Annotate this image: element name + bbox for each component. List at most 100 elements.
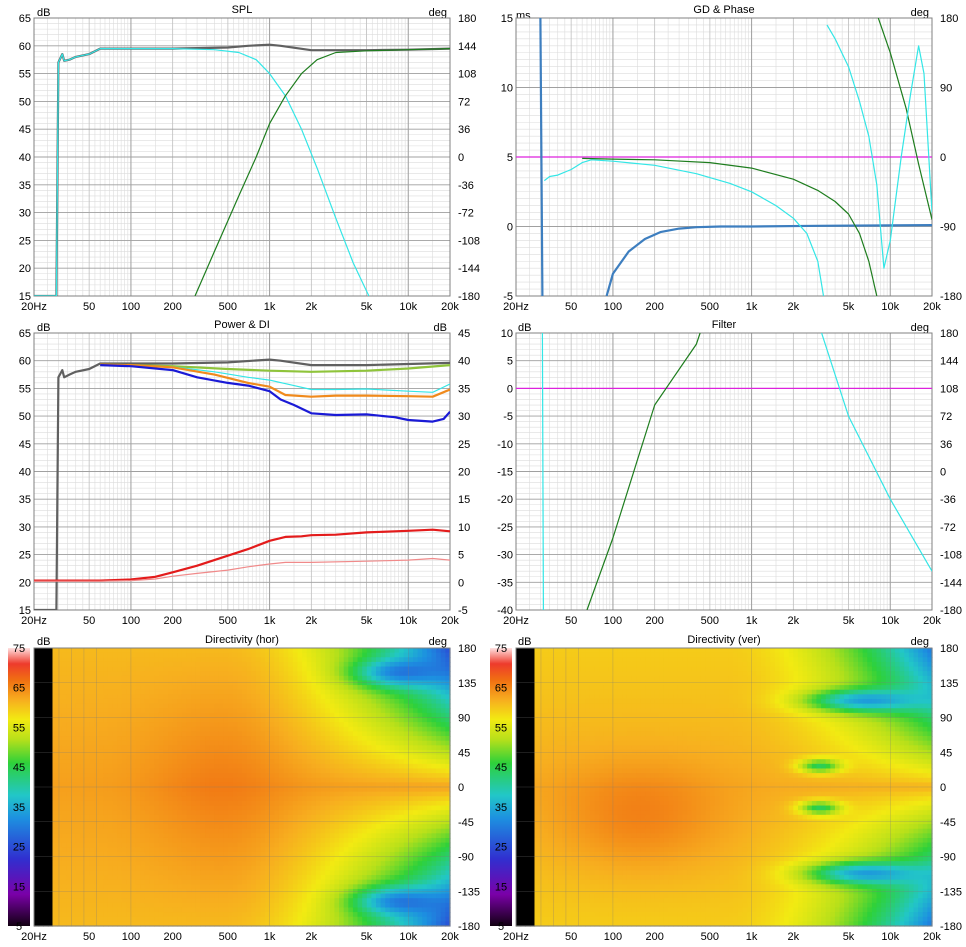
heatmap-cell [200,879,206,885]
heatmap-cell [320,907,326,913]
heatmap-cell [292,685,299,691]
heatmap-cell [242,763,248,770]
heatmap-cell [66,814,72,821]
heatmap-cell [61,907,67,913]
heatmap-cell [306,851,312,858]
heatmap-cell [348,888,354,895]
heatmap-cell [306,763,312,770]
heatmap-cell [352,671,359,677]
heatmap-cell [158,921,165,927]
heatmap-cell [34,698,40,705]
right-tick-label: 72 [940,411,952,423]
heatmap-cell [329,847,336,853]
heatmap-cell [38,861,44,867]
heatmap-cell [121,708,128,714]
heatmap-cell [265,847,271,853]
heatmap-cell [237,736,243,742]
heatmap-cell [168,856,174,862]
heatmap-cell [158,916,165,922]
heatmap-cell [80,888,86,895]
heatmap-cell [158,828,165,834]
heatmap-cell [84,685,91,691]
heatmap-cell [357,731,363,737]
heatmap-cell [329,824,336,830]
heatmap-cell [186,685,192,691]
heatmap-cell [339,800,345,807]
heatmap-cell [177,736,183,742]
heatmap-cell [47,833,54,839]
heatmap-cell [292,740,299,746]
heatmap-cell [218,763,225,770]
heatmap-cell [348,791,354,797]
heatmap-cell [38,921,44,927]
heatmap-cell [112,722,118,728]
heatmap-cell [126,685,132,691]
heatmap-cell [311,726,317,732]
heatmap-cell [177,907,183,913]
heatmap-cell [218,675,225,682]
heatmap-cell [186,824,192,830]
heatmap-cell [34,763,40,770]
heatmap-cell [154,722,160,728]
heatmap-cell [251,791,257,797]
heatmap-cell [237,893,243,899]
heatmap-cell [66,902,72,909]
heatmap-cell [246,777,252,783]
heatmap-cell [168,787,174,793]
heatmap-cell [163,703,169,709]
heatmap-cell [283,865,289,871]
heatmap-cell [209,698,215,705]
heatmap-cell [140,689,146,695]
heatmap-cell [237,847,243,853]
heatmap-cell [269,768,275,774]
heatmap-cell [223,768,229,774]
heatmap-cell [200,884,206,890]
heatmap-cell [177,671,183,677]
heatmap-cell [200,717,206,723]
heatmap-cell [61,879,67,885]
heatmap-cell [209,796,215,802]
heatmap-cell [103,666,109,672]
heatmap-cell [117,708,123,714]
heatmap-cell [163,648,169,654]
heatmap-cell [251,708,257,714]
heatmap-cell [181,694,188,700]
heatmap-cell [195,847,201,853]
heatmap-cell [117,740,123,746]
left-tick-label: 5 [507,152,513,164]
heatmap-cell [163,685,169,691]
heatmap-cell [223,726,229,732]
heatmap-cell [297,879,303,885]
heatmap-cell [269,870,275,876]
heatmap-cell [168,694,174,700]
heatmap-cell [52,763,58,770]
x-tick-label: 500 [219,615,237,627]
heatmap-cell [47,763,54,770]
heatmap-cell [352,861,359,867]
heatmap-cell [112,800,118,807]
heatmap-cell [246,810,252,816]
heatmap-cell [269,800,275,807]
heatmap-cell [195,759,201,765]
heatmap-cell [218,685,225,691]
heatmap-cell [186,819,192,825]
heatmap-cell [61,717,67,723]
heatmap-cell [214,898,220,904]
heatmap-cell [246,736,252,742]
heatmap-cell [283,777,289,783]
heatmap-cell [242,726,248,732]
right-tick-label: 40 [458,356,470,368]
heatmap-cell [200,675,206,682]
heatmap-cell [251,847,257,853]
heatmap-cell [265,861,271,867]
heatmap-cell [186,810,192,816]
heatmap-cell [302,824,308,830]
heatmap-cell [70,787,77,793]
heatmap-cell [315,916,322,922]
heatmap-cell [242,666,248,672]
heatmap-cell [339,833,345,839]
heatmap-cell [191,791,197,797]
heatmap-cell [57,847,63,853]
heatmap-cell [362,749,368,756]
heatmap-cell [315,805,322,811]
